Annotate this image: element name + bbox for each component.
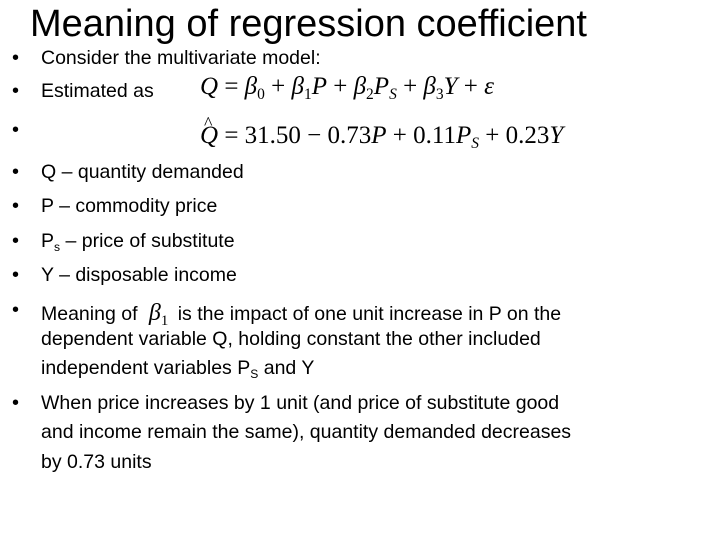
bullet-consider-model: Consider the multivariate model:: [41, 47, 321, 69]
estimated-equation: Q ^ = 31.50 − 0.73P + 0.11PS + 0.23Y: [200, 113, 563, 159]
bullet-meaning-line1: Meaning of β1 is the impact of one unit …: [41, 300, 562, 329]
bullet-quantity-demanded: Q – quantity demanded: [41, 161, 244, 183]
model-equation: Q = β0 + β1P + β2PS + β3Y + ε: [200, 73, 494, 103]
bullet-price-increase-line3: by 0.73 units: [41, 451, 152, 473]
bullet-disposable-income: Y – disposable income: [41, 264, 237, 286]
bullet-dot: •: [12, 161, 20, 183]
beta1-symbol: β1: [148, 300, 169, 329]
bullet-dot: •: [12, 47, 20, 69]
bullet-commodity-price: P – commodity price: [41, 195, 218, 217]
bullet-meaning-line2: dependent variable Q, holding constant t…: [41, 328, 541, 350]
bullet-dot: •: [12, 392, 20, 414]
bullet-meaning-line3: independent variables PS and Y: [41, 357, 315, 381]
bullet-price-increase-line1: When price increases by 1 unit (and pric…: [41, 392, 560, 414]
bullet-dot: •: [12, 230, 20, 252]
bullet-dot: •: [12, 264, 20, 286]
hat-symbol: ^: [204, 113, 213, 133]
bullet-estimated-as: Estimated as: [41, 80, 154, 102]
bullet-price-substitute: Ps – price of substitute: [41, 230, 235, 254]
bullet-dot: •: [12, 195, 20, 217]
bullet-price-increase-line2: and income remain the same), quantity de…: [41, 421, 572, 443]
slide-title: Meaning of regression coefficient: [30, 3, 587, 45]
bullet-dot: •: [12, 80, 20, 102]
bullet-dot: •: [12, 119, 20, 141]
bullet-dot: •: [12, 299, 20, 321]
